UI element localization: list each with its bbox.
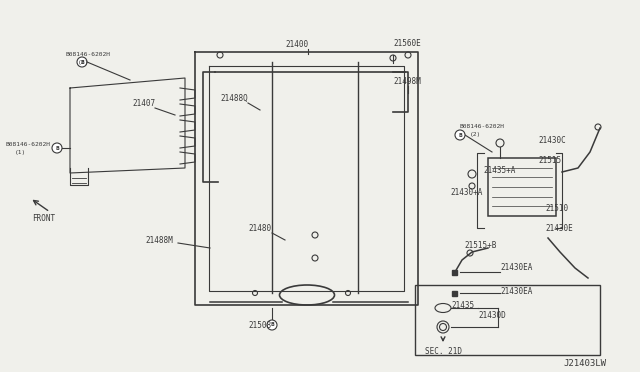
Text: FRONT: FRONT [32, 214, 55, 222]
Text: 21430D: 21430D [478, 311, 506, 321]
Text: 21430EA: 21430EA [500, 263, 532, 273]
Text: 21508: 21508 [248, 321, 271, 330]
Bar [452, 291, 458, 295]
Circle shape [52, 143, 62, 153]
Text: B: B [55, 145, 59, 151]
Text: 21430EA: 21430EA [500, 288, 532, 296]
Text: (1): (1) [15, 150, 26, 154]
Text: (2): (2) [470, 131, 481, 137]
Text: 21480: 21480 [248, 224, 271, 232]
Bar [488, 158, 556, 216]
Text: B08146-6202H: B08146-6202H [5, 141, 50, 147]
Text: 21560E: 21560E [393, 38, 420, 48]
Text: 21498M: 21498M [393, 77, 420, 86]
Text: 21515+B: 21515+B [464, 241, 497, 250]
Text: 21435+A: 21435+A [483, 166, 515, 174]
Text: B08146-6202H: B08146-6202H [460, 124, 505, 128]
Text: B: B [270, 323, 274, 327]
Text: B08146-6202H: B08146-6202H [65, 51, 110, 57]
Text: (2): (2) [78, 60, 89, 64]
Text: 21488M: 21488M [145, 235, 173, 244]
Text: 21407: 21407 [132, 99, 155, 108]
Text: 21400: 21400 [285, 39, 308, 48]
Circle shape [267, 320, 277, 330]
Text: SEC. 21D: SEC. 21D [425, 347, 462, 356]
Bar [415, 285, 600, 355]
Text: 21430E: 21430E [545, 224, 573, 232]
Text: B: B [80, 60, 84, 64]
Circle shape [455, 130, 465, 140]
Text: 21430C: 21430C [538, 135, 566, 144]
Text: 21430+A: 21430+A [450, 187, 483, 196]
Text: 21435: 21435 [451, 301, 474, 311]
Text: 21510: 21510 [545, 203, 568, 212]
Text: J21403LW: J21403LW [563, 359, 606, 368]
Text: 21488Q: 21488Q [220, 93, 248, 103]
Circle shape [77, 57, 87, 67]
Text: 21515: 21515 [538, 155, 561, 164]
Text: B: B [458, 132, 462, 138]
Bar [452, 269, 458, 275]
